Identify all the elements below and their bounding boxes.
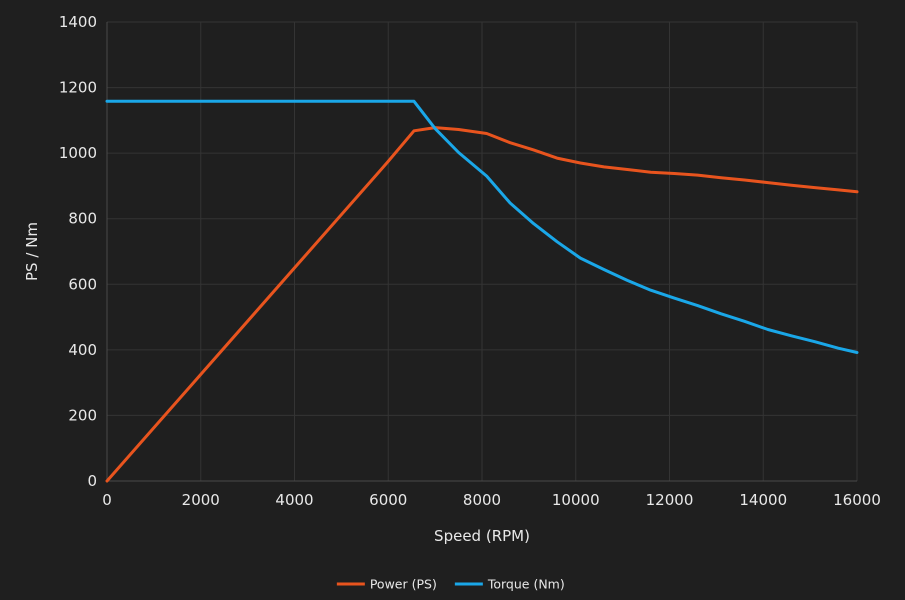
legend-item-torque[interactable]: Torque (Nm) bbox=[454, 577, 565, 592]
tick-labels: 0 2000 4000 6000 8000 10000 12000 14000 16000 0 20… bbox=[59, 13, 881, 509]
y-tick-label: 600 bbox=[68, 275, 97, 293]
series-lines bbox=[105, 99, 859, 483]
x-tick-label: 12000 bbox=[646, 491, 694, 509]
axes bbox=[106, 22, 857, 482]
legend[interactable]: Power (PS) Torque (Nm) bbox=[336, 577, 565, 592]
grid bbox=[106, 21, 858, 482]
series-line-power bbox=[105, 126, 859, 483]
y-tick-label: 800 bbox=[68, 210, 97, 228]
y-tick-label: 1200 bbox=[59, 79, 97, 97]
y-tick-label: 1000 bbox=[59, 144, 97, 162]
y-tick-label: 0 bbox=[87, 472, 97, 490]
x-tick-label: 4000 bbox=[275, 491, 313, 509]
x-tick-label: 6000 bbox=[369, 491, 407, 509]
x-tick-label: 14000 bbox=[739, 491, 787, 509]
x-tick-label: 8000 bbox=[463, 491, 501, 509]
x-tick-label: 16000 bbox=[833, 491, 881, 509]
y-tick-label: 400 bbox=[68, 341, 97, 359]
legend-item-power[interactable]: Power (PS) bbox=[336, 577, 437, 592]
series-line-torque bbox=[105, 99, 859, 354]
x-axis-title: Speed (RPM) bbox=[434, 527, 530, 545]
y-tick-label: 200 bbox=[68, 406, 97, 424]
y-axis-title: PS / Nm bbox=[23, 222, 41, 281]
x-tick-label: 0 bbox=[102, 491, 112, 509]
x-tick-label: 10000 bbox=[552, 491, 600, 509]
legend-label: Torque (Nm) bbox=[487, 577, 565, 592]
x-tick-label: 2000 bbox=[182, 491, 220, 509]
legend-label: Power (PS) bbox=[370, 577, 437, 592]
y-tick-label: 1400 bbox=[59, 13, 97, 31]
